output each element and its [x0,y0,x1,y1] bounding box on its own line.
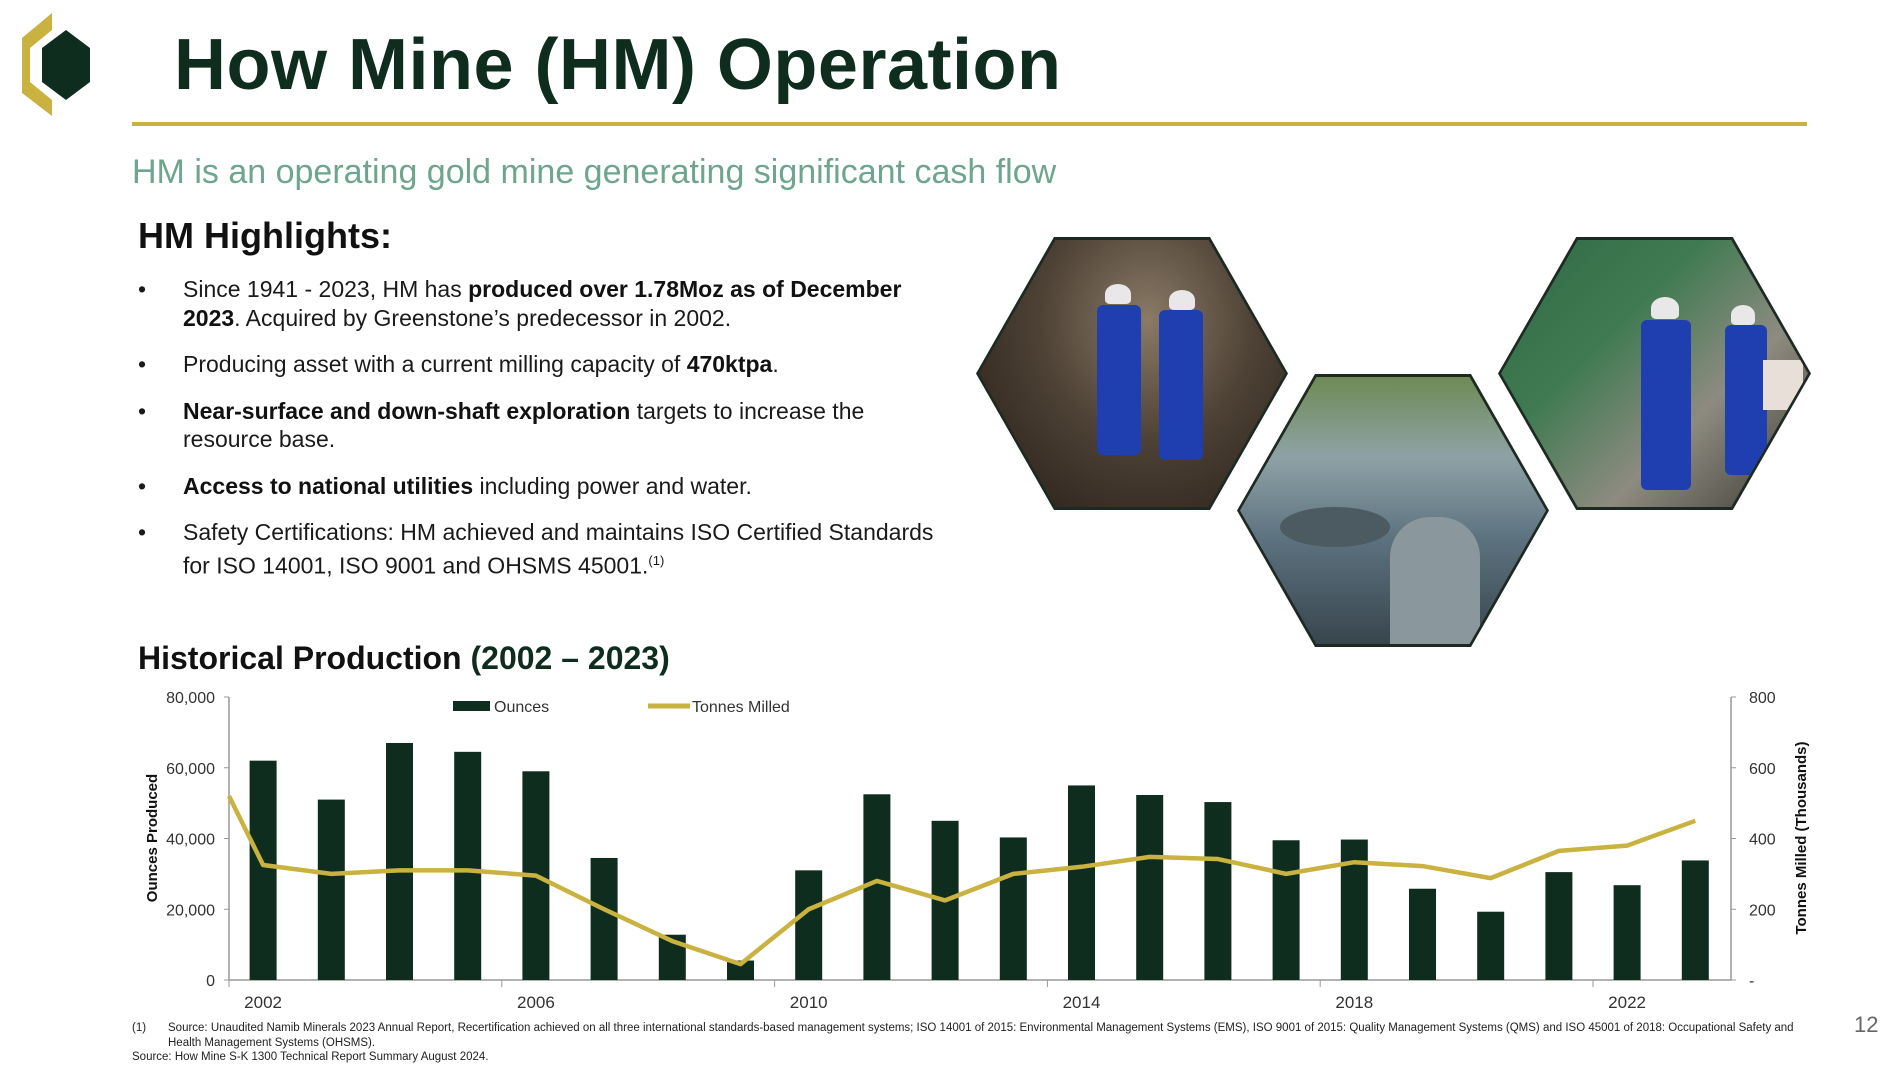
chart-title-text: Historical Production [138,640,462,676]
x-tick-label: 2006 [517,993,555,1012]
source-note: Source: How Mine S-K 1300 Technical Repo… [132,1051,489,1063]
y2-tick-label: 400 [1749,832,1776,849]
chart-title-years: (2002 – 2023) [470,640,670,676]
highlight-text: Since 1941 - 2023, HM has [183,276,469,302]
y-tick-label: 80,000 [166,690,215,707]
highlight-item: • Access to national utilities including … [138,472,938,501]
bar-ounces-2021 [1545,872,1573,980]
bar-ounces-2013 [999,837,1027,980]
y2-tick-label: 800 [1749,690,1776,707]
x-tick-label: 2010 [790,993,828,1012]
footnote-ref: (1) [648,552,665,568]
bullet-icon: • [138,519,147,545]
y-tick-label: 20,000 [166,902,215,919]
photo-underground-workers [976,237,1288,510]
bar-ounces-2009 [727,960,754,980]
bar-ounces-2004 [386,742,413,980]
y2-tick-label: 600 [1749,761,1776,778]
bar-ounces-2017 [1272,840,1300,980]
page-title: How Mine (HM) Operation [174,25,1062,105]
highlight-text: targets to increase the resource base. [183,397,865,453]
bar-ounces-2014 [1068,785,1095,980]
highlight-bold: Near-surface and down-shaft exploration [183,397,631,424]
highlight-text: Producing asset with a current milling c… [183,351,687,377]
bar-ounces-2010 [795,870,823,980]
bar-ounces-2020 [1477,911,1505,980]
y-axis-title: Ounces Produced [144,774,161,902]
y2-axis-title: Tonnes Milled (Thousands) [1793,741,1810,934]
bullet-icon: • [138,276,147,302]
highlight-bold: 470ktpa [686,351,773,377]
footnote-text: Source: Unaudited Namib Minerals 2023 An… [168,1022,1794,1049]
highlight-item: • Near-surface and down-shaft exploration… [138,397,938,454]
bullet-icon: • [138,472,147,499]
title-divider [132,122,1807,126]
page-subtitle: HM is an operating gold mine generating … [132,153,1057,191]
highlight-bold: Access to national utilities [183,472,474,499]
bar-ounces-2016 [1204,802,1232,980]
x-tick-label: 2022 [1608,993,1646,1012]
y-tick-label: 60,000 [166,761,215,778]
bar-ounces-2023 [1681,860,1709,980]
highlight-text: . [772,351,779,377]
highlight-item: • Since 1941 - 2023, HM has produced over… [138,275,938,332]
y2-tick-label: - [1749,973,1754,990]
photo-processing-plant [1237,374,1549,647]
bar-ounces-2011 [863,794,891,980]
highlights-heading: HM Highlights: [138,215,392,256]
footnote-marker: (1) [132,1022,147,1034]
bullet-icon: • [138,351,147,377]
page-number: 12 [1854,1012,1879,1037]
legend-label-tonnes: Tonnes Milled [692,699,790,716]
legend-label-ounces: Ounces [494,699,549,716]
y-tick-label: 0 [206,973,215,990]
highlight-bold: produced over 1.78Moz as of December 202… [183,276,902,331]
bar-ounces-2007 [590,857,618,980]
x-tick-label: 2002 [244,993,282,1012]
legend-swatch-ounces [453,701,490,711]
y-tick-label: 40,000 [166,832,215,849]
highlight-text: Safety Certifications: HM achieved and m… [183,519,934,579]
company-logo-icon [22,13,90,116]
bar-ounces-2002 [249,760,277,980]
bar-ounces-2019 [1409,888,1436,980]
highlight-text: . Acquired by Greenstone’s predecessor i… [234,304,732,331]
footnotes: (1) Source: Unaudited Namib Minerals 2023… [132,1021,1812,1065]
footnote-1: (1) Source: Unaudited Namib Minerals 2023… [132,1021,1812,1050]
x-tick-label: 2018 [1335,993,1373,1012]
bar-ounces-2022 [1613,885,1641,980]
highlight-item: • Producing asset with a current milling … [138,350,938,379]
x-tick-label: 2014 [1063,993,1101,1012]
bullet-icon: • [138,397,147,424]
line-tonnes-milled [226,795,1697,967]
highlight-text: including power and water. [473,472,752,499]
bar-ounces-2005 [454,751,482,980]
y2-tick-label: 200 [1749,902,1776,919]
bar-ounces-2015 [1136,794,1164,980]
highlight-item: • Safety Certifications: HM achieved and … [138,518,938,580]
bar-ounces-2003 [317,799,345,980]
chart-title: Historical Production (2002 – 2023) [138,640,670,677]
highlights-list: • Since 1941 - 2023, HM has produced over… [138,275,938,598]
